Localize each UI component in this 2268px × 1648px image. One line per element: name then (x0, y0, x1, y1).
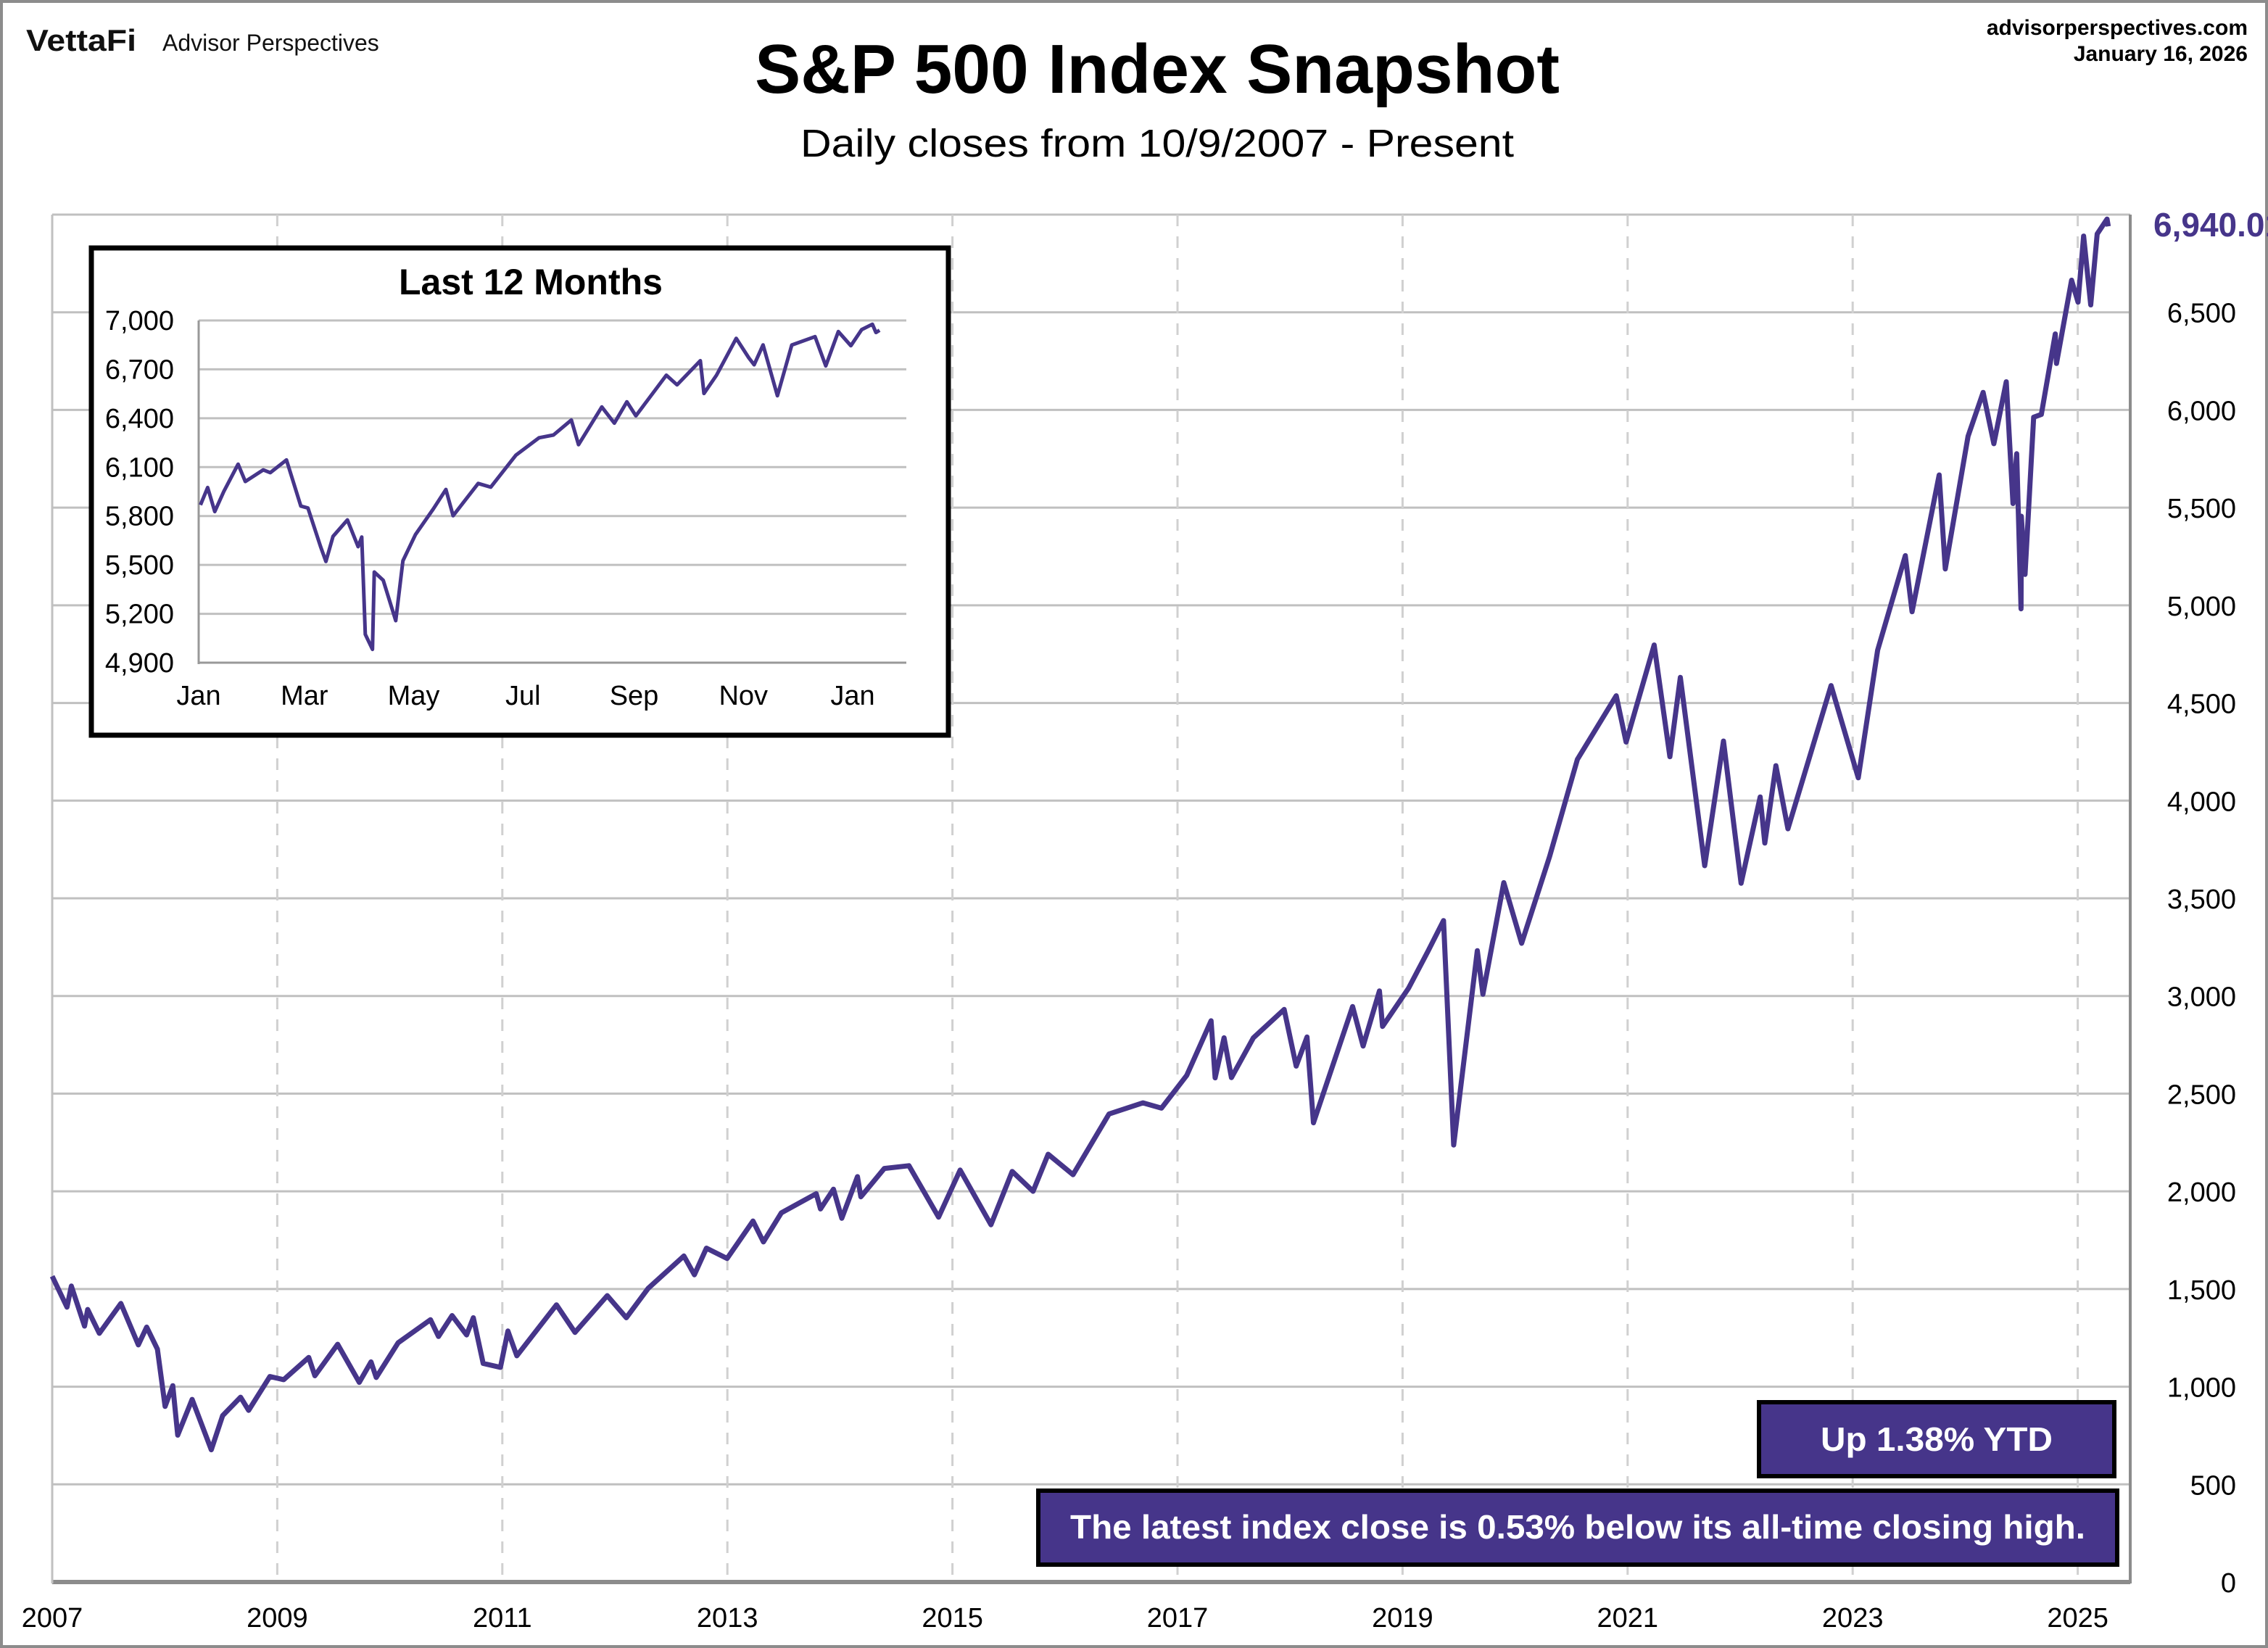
inset-x-tick-label: Jul (505, 681, 541, 711)
inset-x-tick-label: May (388, 681, 440, 711)
ath-badge: The latest index close is 0.53% below it… (1036, 1488, 2119, 1567)
inset-grid (199, 319, 906, 664)
inset-chart: Last 12 Months 7,000 6,700 6,400 6,100 5,800… (88, 245, 951, 738)
main-y-axis: 0 500 1,000 1,500 2,000 2,500 3,000 3,500 4,000 4… (2167, 299, 2236, 1599)
inset-x-tick-label: Mar (281, 681, 328, 711)
inset-x-tick-label: Jan (176, 681, 220, 711)
main-y-tick-label: 500 (2190, 1470, 2236, 1501)
inset-y-tick-label: 5,800 (105, 502, 174, 532)
main-y-tick-label: 3,000 (2167, 982, 2236, 1013)
main-y-tick-label: 1,000 (2167, 1373, 2236, 1404)
report-date: January 16, 2026 (2074, 42, 2248, 66)
main-y-tick-label: 1,500 (2167, 1275, 2236, 1306)
main-x-tick-label: 2021 (1597, 1603, 1659, 1633)
main-y-tick-label: 2,000 (2167, 1177, 2236, 1208)
main-y-tick-label: 6,500 (2167, 299, 2236, 329)
main-x-tick-label: 2009 (247, 1603, 308, 1633)
main-y-tick-label: 4,000 (2167, 787, 2236, 817)
brand-name: Advisor Perspectives (162, 30, 379, 56)
main-y-tick-label: 5,500 (2167, 494, 2236, 524)
ath-text: The latest index close is 0.53% below it… (1070, 1508, 2085, 1546)
inset-y-tick-label: 6,100 (105, 452, 174, 483)
latest-value-label: 6,940.01 (2153, 206, 2268, 244)
main-x-tick-label: 2019 (1372, 1603, 1433, 1633)
page-subtitle: Daily closes from 10/9/2007 - Present (800, 122, 1514, 165)
main-x-tick-label: 2015 (922, 1603, 983, 1633)
ytd-badge: Up 1.38% YTD (1757, 1400, 2116, 1478)
inset-y-tick-label: 5,500 (105, 550, 174, 581)
inset-y-tick-label: 5,200 (105, 600, 174, 630)
main-x-tick-label: 2025 (2047, 1603, 2108, 1633)
main-x-tick-label: 2007 (22, 1603, 83, 1633)
inset-title: Last 12 Months (399, 262, 663, 302)
site-url: advisorperspectives.com (1987, 16, 2248, 40)
main-x-tick-label: 2017 (1147, 1603, 1209, 1633)
inset-y-tick-label: 4,900 (105, 648, 174, 679)
main-x-axis: 2007 2009 2011 2013 2015 2017 2019 2021 2023 2025 (22, 1603, 2108, 1633)
main-series-line (49, 216, 2111, 1453)
main-y-tick-label: 5,000 (2167, 592, 2236, 622)
inset-y-axis: 7,000 6,700 6,400 6,100 5,800 5,500 5,200 4,900 (105, 306, 174, 679)
main-x-tick-label: 2011 (473, 1603, 532, 1633)
main-y-tick-label: 0 (2221, 1568, 2236, 1599)
main-x-tick-label: 2023 (1822, 1603, 1884, 1633)
ytd-text: Up 1.38% YTD (1821, 1420, 2053, 1458)
inset-series-line (199, 322, 881, 652)
inset-y-tick-label: 6,400 (105, 404, 174, 434)
main-y-tick-label: 6,000 (2167, 396, 2236, 426)
main-y-tick-label: 3,500 (2167, 885, 2236, 915)
main-y-tick-label: 4,500 (2167, 690, 2236, 720)
page-title: S&P 500 Index Snapshot (755, 30, 1560, 108)
vettafi-logo: VettaFi (26, 23, 136, 57)
inset-x-axis: Jan Mar May Jul Sep Nov Jan (176, 681, 874, 711)
inset-y-tick-label: 7,000 (105, 306, 174, 336)
main-y-tick-label: 2,500 (2167, 1080, 2236, 1110)
inset-x-tick-label: Jan (830, 681, 874, 711)
main-x-tick-label: 2013 (697, 1603, 758, 1633)
inset-y-tick-label: 6,700 (105, 355, 174, 385)
inset-x-tick-label: Sep (610, 681, 659, 711)
inset-x-tick-label: Nov (719, 681, 768, 711)
